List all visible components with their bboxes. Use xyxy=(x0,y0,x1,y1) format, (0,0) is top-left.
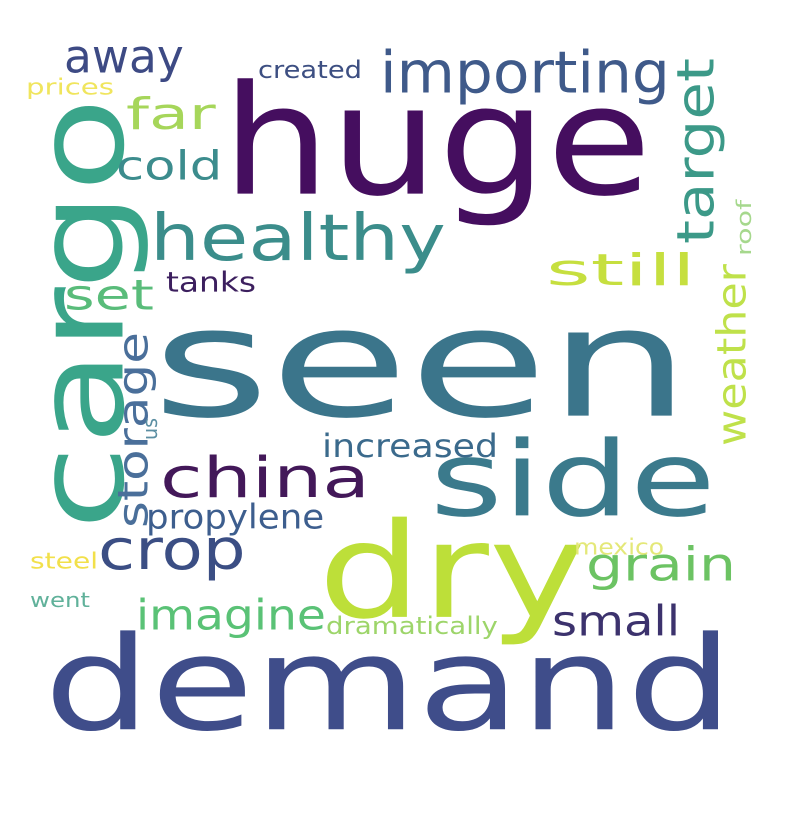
word-grain: grain xyxy=(586,537,737,592)
word-side: side xyxy=(430,418,716,541)
word-mexico: mexico xyxy=(574,534,665,560)
word-cold: cold xyxy=(116,142,223,190)
word-roof: roof xyxy=(732,199,756,256)
word-far: far xyxy=(126,88,216,140)
word-us: us xyxy=(138,417,162,440)
word-target: target xyxy=(665,57,727,244)
word-created: created xyxy=(258,55,362,84)
word-tanks: tanks xyxy=(166,265,256,299)
word-importing: importing xyxy=(380,38,670,107)
word-propylene: propylene xyxy=(146,496,325,537)
word-set: set xyxy=(64,270,154,320)
word-huge: huge xyxy=(222,52,652,231)
word-weather: weather xyxy=(708,264,756,446)
word-china: china xyxy=(160,444,370,511)
word-went: went xyxy=(30,588,90,612)
word-away: away xyxy=(64,29,184,84)
word-prices: prices xyxy=(26,74,114,100)
word-imagine: imagine xyxy=(136,590,326,640)
word-small: small xyxy=(552,596,681,646)
word-healthy: healthy xyxy=(150,200,446,276)
word-dramatically: dramatically xyxy=(326,611,498,640)
word-steel: steel xyxy=(30,548,99,574)
word-still: still xyxy=(546,244,696,296)
word-demand: demand xyxy=(44,608,734,761)
word-dry: dry xyxy=(318,494,586,649)
word-increased: increased xyxy=(322,427,498,465)
word-seen: seen xyxy=(152,274,691,453)
word-crop: crop xyxy=(98,516,246,583)
